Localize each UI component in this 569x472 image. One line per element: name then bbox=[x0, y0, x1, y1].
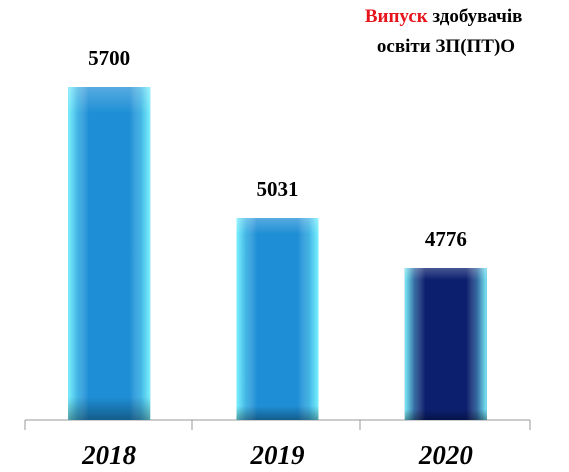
bar bbox=[404, 267, 487, 420]
value-label: 5700 bbox=[88, 46, 130, 70]
x-tick-label: 2018 bbox=[81, 440, 137, 470]
bar bbox=[68, 87, 151, 420]
x-tick-label: 2019 bbox=[250, 440, 306, 470]
value-label: 4776 bbox=[425, 227, 467, 251]
title-highlight: Випуск bbox=[365, 6, 428, 27]
title-part: здобувачів bbox=[432, 6, 522, 27]
x-axis bbox=[24, 419, 531, 430]
chart-title: Випуск здобувачів освіти ЗП(ПТ)О bbox=[365, 6, 527, 57]
bar bbox=[236, 218, 319, 420]
title-part: освіти ЗП(ПТ)О bbox=[377, 36, 515, 57]
x-tick-label: 2020 bbox=[418, 440, 474, 470]
value-label: 5031 bbox=[257, 177, 299, 201]
